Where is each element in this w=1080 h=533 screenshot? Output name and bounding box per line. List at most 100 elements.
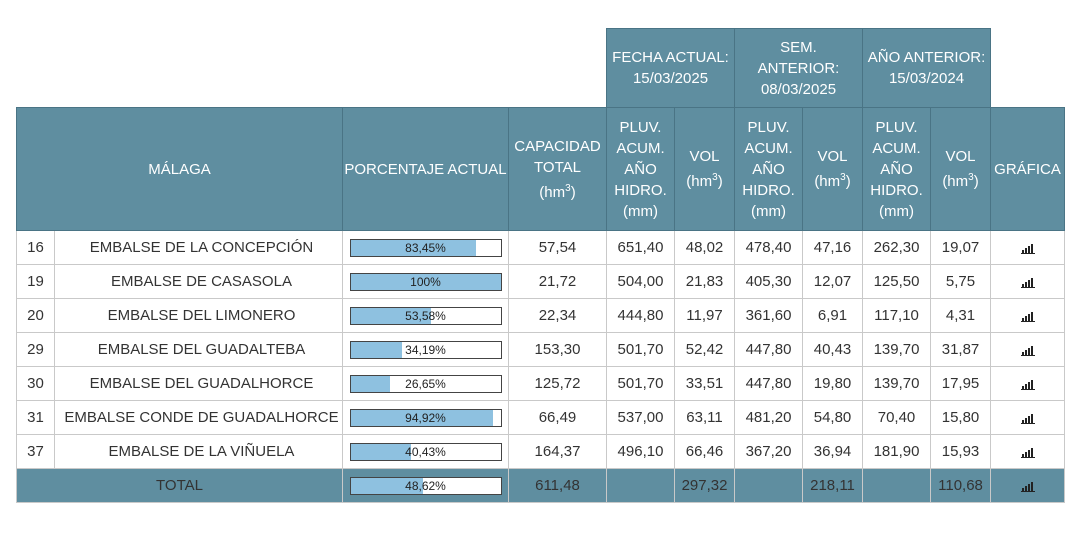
vol-sem-cell: 12,07	[802, 264, 864, 299]
group-anio-anterior: AÑO ANTERIOR: 15/03/2024	[862, 28, 992, 108]
pluv-act-cell: 537,00	[606, 400, 675, 435]
total-pluv-sem-cell	[734, 468, 804, 503]
vol-act-cell: 21,83	[673, 264, 736, 299]
vol-ant-cell: 15,80	[930, 400, 992, 435]
vol-sem-header: VOL (hm3)	[802, 107, 864, 231]
vol-ant-cell: 15,93	[930, 434, 992, 469]
cap-cell: 153,30	[508, 332, 607, 367]
reservoir-name: EMBALSE DEL LIMONERO	[54, 298, 343, 333]
porcentaje-cell: 100%	[342, 264, 509, 299]
porcentaje-header: PORCENTAJE ACTUAL	[342, 107, 509, 231]
bar-chart-icon[interactable]	[1020, 243, 1035, 254]
total-pluv-ant-cell	[862, 468, 932, 503]
reservoir-id: 30	[16, 366, 55, 401]
bar-chart-icon[interactable]	[1020, 379, 1035, 390]
pluv-ant-cell: 117,10	[862, 298, 932, 333]
grafica-cell	[990, 434, 1066, 469]
bar-chart-icon[interactable]	[1020, 277, 1035, 288]
porcentaje-cell: 83,45%	[342, 230, 509, 265]
vol-anio-header: VOL (hm3)	[930, 107, 992, 231]
reservoir-name: EMBALSE DE CASASOLA	[54, 264, 343, 299]
pluv-ant-cell: 139,70	[862, 366, 932, 401]
porcentaje-cell: 34,19%	[342, 332, 509, 367]
cap-cell: 21,72	[508, 264, 607, 299]
total-cap-cell: 611,48	[508, 468, 607, 503]
cap-cell: 164,37	[508, 434, 607, 469]
fill-level-bar-fill	[350, 307, 431, 324]
grafica-cell	[990, 264, 1066, 299]
pluv-act-cell: 501,70	[606, 366, 675, 401]
pluv-act-cell: 496,10	[606, 434, 675, 469]
table-row: 30 EMBALSE DEL GUADALHORCE 26,65% 125,72 501…	[16, 366, 1066, 401]
fill-level-bar-fill	[350, 477, 424, 494]
bar-chart-icon[interactable]	[1020, 345, 1035, 356]
pluv-act-cell: 444,80	[606, 298, 675, 333]
total-vol-act-cell: 297,32	[673, 468, 736, 503]
cap-cell: 57,54	[508, 230, 607, 265]
fill-level-bar-fill	[350, 273, 501, 290]
reservoir-id: 19	[16, 264, 55, 299]
vol-ant-cell: 5,75	[930, 264, 992, 299]
vol-act-cell: 52,42	[673, 332, 736, 367]
vol-sem-cell: 6,91	[802, 298, 864, 333]
fill-level-bar: 40,43%	[349, 442, 502, 461]
pluv-sem-cell: 447,80	[734, 332, 804, 367]
porcentaje-cell: 53,58%	[342, 298, 509, 333]
vol-sem-cell: 40,43	[802, 332, 864, 367]
reservoir-name: EMBALSE DEL GUADALTEBA	[54, 332, 343, 367]
porcentaje-cell: 26,65%	[342, 366, 509, 401]
vol-act-cell: 66,46	[673, 434, 736, 469]
column-header-row: MÁLAGA PORCENTAJE ACTUAL CAPACIDAD TOTAL…	[16, 107, 1066, 231]
bar-chart-icon[interactable]	[1020, 481, 1035, 492]
reservoir-id: 20	[16, 298, 55, 333]
pluv-sem-header: PLUV. ACUM. AÑO HIDRO. (mm)	[734, 107, 804, 231]
fill-level-label: 48,62%	[405, 478, 446, 493]
pluv-sem-cell: 447,80	[734, 366, 804, 401]
vol-ant-cell: 19,07	[930, 230, 992, 265]
cap-cell: 125,72	[508, 366, 607, 401]
vol-act-cell: 48,02	[673, 230, 736, 265]
fill-level-label: 83,45%	[405, 240, 446, 255]
fill-level-bar: 34,19%	[349, 340, 502, 359]
fill-level-bar-fill	[350, 443, 412, 460]
pluv-sem-cell: 405,30	[734, 264, 804, 299]
pluv-ant-cell: 70,40	[862, 400, 932, 435]
bar-chart-icon[interactable]	[1020, 447, 1035, 458]
table-row: 20 EMBALSE DEL LIMONERO 53,58% 22,34 444,80 1…	[16, 298, 1066, 333]
total-pluv-act-cell	[606, 468, 675, 503]
cap-cell: 66,49	[508, 400, 607, 435]
porcentaje-cell: 48,62%	[342, 468, 509, 503]
group-semana-anterior: SEM. ANTERIOR: 08/03/2025	[734, 28, 864, 108]
fill-level-bar: 83,45%	[349, 238, 502, 257]
vol-sem-cell: 19,80	[802, 366, 864, 401]
pluv-act-cell: 651,40	[606, 230, 675, 265]
fill-level-bar-fill	[350, 409, 493, 426]
reservoir-name: EMBALSE DE LA VIÑUELA	[54, 434, 343, 469]
vol-sem-cell: 36,94	[802, 434, 864, 469]
table-row: 19 EMBALSE DE CASASOLA 100% 21,72 504,00 21,8…	[16, 264, 1066, 299]
table-row: 31 EMBALSE CONDE DE GUADALHORCE 94,92% 66,4…	[16, 400, 1066, 435]
reservoir-id: 31	[16, 400, 55, 435]
fill-level-bar: 26,65%	[349, 374, 502, 393]
grafica-cell	[990, 332, 1066, 367]
vol-act-cell: 33,51	[673, 366, 736, 401]
cap-cell: 22,34	[508, 298, 607, 333]
grafica-header: GRÁFICA	[990, 107, 1066, 231]
total-vol-ant-cell: 110,68	[930, 468, 992, 503]
reservoir-name: EMBALSE CONDE DE GUADALHORCE	[54, 400, 343, 435]
vol-sem-cell: 47,16	[802, 230, 864, 265]
vol-actual-header: VOL (hm3)	[673, 107, 736, 231]
pluv-ant-cell: 262,30	[862, 230, 932, 265]
bar-chart-icon[interactable]	[1020, 413, 1035, 424]
pluv-act-cell: 501,70	[606, 332, 675, 367]
grafica-cell	[990, 366, 1066, 401]
vol-sem-cell: 54,80	[802, 400, 864, 435]
capacidad-header: CAPACIDAD TOTAL (hm3)	[508, 107, 607, 231]
table-row: 37 EMBALSE DE LA VIÑUELA 40,43% 164,37 496,1…	[16, 434, 1066, 469]
vol-ant-cell: 4,31	[930, 298, 992, 333]
reservoir-id: 16	[16, 230, 55, 265]
pluv-anio-header: PLUV. ACUM. AÑO HIDRO. (mm)	[862, 107, 932, 231]
porcentaje-cell: 40,43%	[342, 434, 509, 469]
bar-chart-icon[interactable]	[1020, 311, 1035, 322]
pluv-ant-cell: 139,70	[862, 332, 932, 367]
